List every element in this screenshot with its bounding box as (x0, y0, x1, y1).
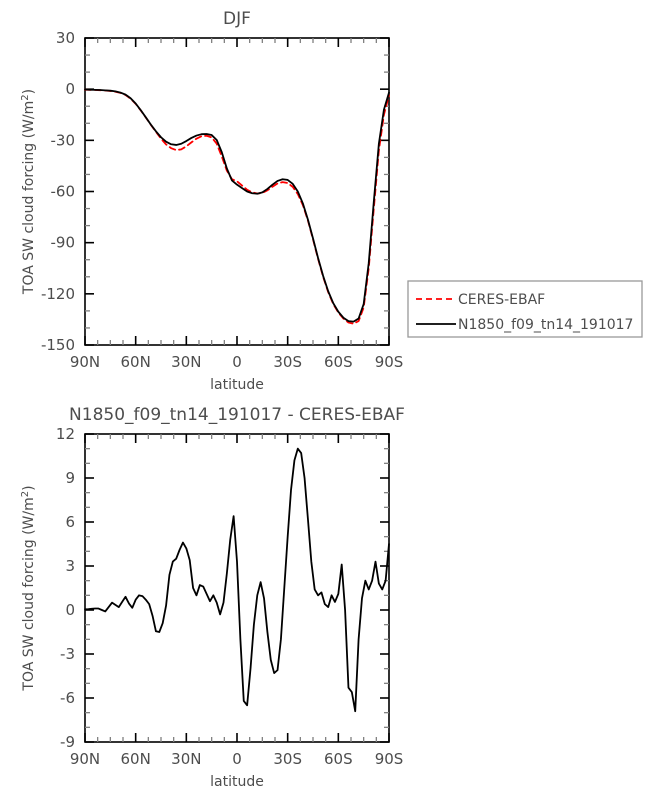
x-tick-label: 60N (121, 750, 151, 768)
x-tick-label: 60S (324, 750, 353, 768)
y-tick-label: -3 (60, 645, 75, 663)
chart-panel-top: 90N 60N 30N 0 30S 60S 90S 30 0 -30 -60 -90 -120 -150 D… (20, 9, 403, 393)
x-tick-label: 90S (375, 750, 404, 768)
x-tick-label: 30S (273, 750, 302, 768)
series-legend[interactable]: CERES-EBAF N1850_f09_tn14_191017 (407, 280, 643, 338)
y-tick-label: 6 (65, 513, 75, 531)
x-tick-label: 90N (70, 353, 100, 371)
y-tick-label: 0 (65, 601, 75, 619)
y-tick-label: -120 (41, 285, 75, 303)
x-tick-label: 60S (324, 353, 353, 371)
x-tick-label: 30N (171, 353, 201, 371)
plot-title: DJF (223, 9, 251, 29)
x-tick-label: 0 (232, 353, 242, 371)
series-line-0 (84, 447, 390, 713)
y-tick-label: -60 (51, 183, 76, 201)
x-tick-label: 30S (273, 353, 302, 371)
plot-title: N1850_f09_tn14_191017 - CERES-EBAF (69, 405, 405, 425)
chart-panel-bottom: 90N 60N 30N 0 30S 60S 90S 12 9 6 3 0 -3 -6 -9 N1850_f09… (20, 405, 405, 790)
legend-label-0: CERES-EBAF (458, 292, 545, 308)
y-tick-label: -6 (60, 689, 75, 707)
y-axis-label: TOA SW cloud forcing (W/m2) (20, 89, 37, 295)
x-tick-label: 90N (70, 750, 100, 768)
y-tick-label: 3 (65, 557, 75, 575)
x-tick-label: 30N (171, 750, 201, 768)
legend-box (407, 280, 643, 338)
x-tick-label: 0 (232, 750, 242, 768)
series-line-1 (84, 88, 390, 323)
legend-label-1: N1850_f09_tn14_191017 (458, 317, 633, 333)
x-axis-label: latitude (210, 377, 264, 393)
x-tick-label: 90S (375, 353, 404, 371)
y-tick-label: -90 (51, 234, 76, 252)
y-tick-label: 12 (56, 425, 75, 443)
x-axis-label: latitude (210, 774, 264, 790)
x-tick-label: 60N (121, 353, 151, 371)
y-tick-label: 30 (56, 29, 75, 47)
y-axis-label: TOA SW cloud forcing (W/m2) (20, 485, 37, 691)
y-tick-label: -30 (51, 131, 76, 149)
y-tick-label: -150 (41, 336, 75, 354)
y-tick-label: 0 (65, 80, 75, 98)
y-tick-label: -9 (60, 733, 75, 751)
y-tick-label: 9 (65, 469, 75, 487)
